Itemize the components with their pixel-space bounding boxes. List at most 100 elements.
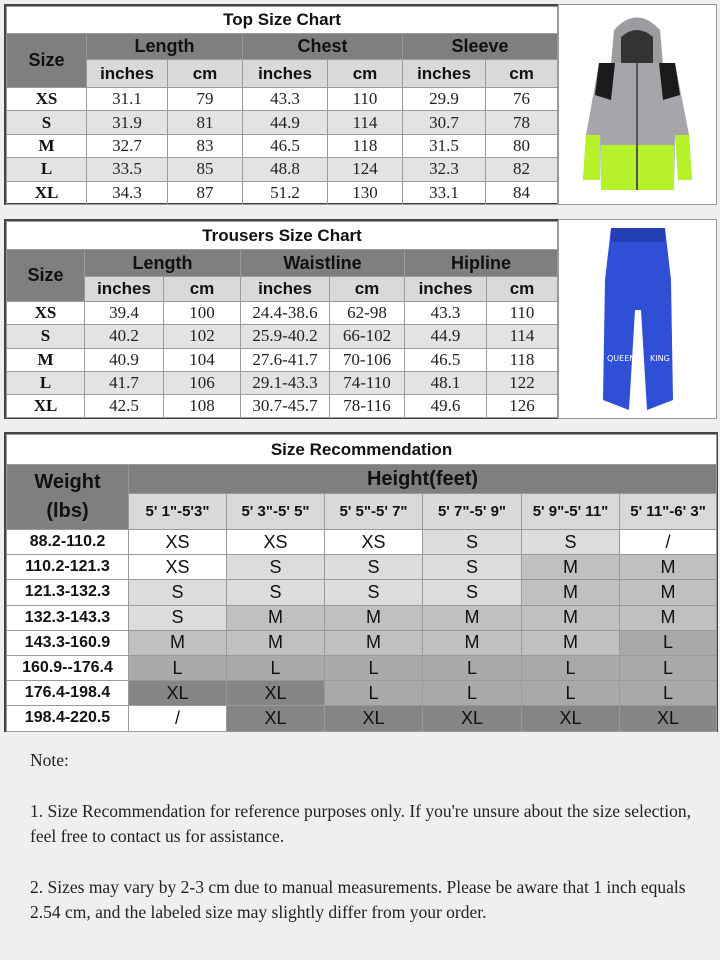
svg-text:KING: KING bbox=[650, 354, 670, 363]
recommended-size-cell: S bbox=[324, 554, 423, 581]
recommended-size-cell: M bbox=[618, 554, 718, 581]
value-cell: 80 bbox=[484, 133, 559, 159]
table-row: 160.9--176.4 L L L L L L bbox=[6, 654, 718, 682]
unit-header-cm: cm bbox=[167, 59, 243, 88]
table-row: XS 39.4 100 24.4-38.6 62-98 43.3 110 bbox=[6, 300, 558, 326]
notes-section: Note: 1. Size Recommendation for referen… bbox=[30, 748, 710, 951]
recommended-size-cell: / bbox=[128, 705, 227, 732]
value-cell: 39.4 bbox=[84, 300, 164, 326]
table-row: Trousers Size Chart bbox=[6, 221, 558, 250]
unit-header-inches: inches bbox=[402, 59, 486, 88]
unit-header-inches: inches bbox=[84, 276, 164, 302]
height-range-header: 5' 5"-5' 7" bbox=[324, 493, 423, 530]
table-row: 132.3-143.3 S M M M M M bbox=[6, 604, 718, 631]
value-cell: 76 bbox=[484, 86, 559, 112]
height-header: Height(feet) bbox=[127, 464, 718, 494]
size-header: Size bbox=[6, 249, 85, 302]
table-row: Size Length Chest Sleeve bbox=[6, 33, 559, 88]
recommended-size-cell: L bbox=[226, 654, 325, 682]
value-cell: 29.9 bbox=[402, 86, 486, 112]
size-cell: XL bbox=[6, 180, 87, 205]
recommended-size-cell: M bbox=[226, 604, 325, 631]
value-cell: 70-106 bbox=[329, 347, 405, 372]
group-header-length: Length bbox=[86, 33, 243, 60]
table-row: L 41.7 106 29.1-43.3 74-110 48.1 122 bbox=[6, 370, 558, 396]
note-item-2: 2. Sizes may vary by 2-3 cm due to manua… bbox=[30, 877, 686, 922]
value-cell: 126 bbox=[486, 394, 558, 419]
recommended-size-cell: M bbox=[521, 579, 620, 606]
unit-header-cm: cm bbox=[327, 59, 403, 88]
value-cell: 46.5 bbox=[242, 133, 328, 159]
table-row: Weight (lbs) Height(feet) bbox=[6, 464, 718, 530]
size-cell: XS bbox=[6, 300, 85, 326]
recommended-size-cell: M bbox=[618, 579, 718, 606]
value-cell: 124 bbox=[327, 157, 403, 182]
unit-header-inches: inches bbox=[86, 59, 168, 88]
value-cell: 42.5 bbox=[84, 394, 164, 419]
table-row: 143.3-160.9 M M M M M L bbox=[6, 629, 718, 656]
group-header-chest: Chest bbox=[242, 33, 403, 60]
value-cell: 31.1 bbox=[86, 86, 168, 112]
value-cell: 74-110 bbox=[329, 370, 405, 396]
jacket-image bbox=[558, 4, 717, 205]
value-cell: 44.9 bbox=[242, 110, 328, 135]
unit-header-cm: cm bbox=[329, 276, 405, 302]
weight-range-cell: 160.9--176.4 bbox=[6, 654, 129, 682]
recommended-size-cell: L bbox=[128, 654, 227, 682]
value-cell: 106 bbox=[163, 370, 241, 396]
trousers-size-table: Trousers Size Chart Size Length Waistline Hi… bbox=[6, 221, 558, 419]
height-range-header: 5' 1"-5'3" bbox=[128, 493, 227, 530]
recommended-size-cell: / bbox=[618, 528, 718, 556]
weight-range-cell: 143.3-160.9 bbox=[6, 629, 129, 656]
size-recommendation-table: Size Recommendation Weight (lbs) Height(fee… bbox=[5, 434, 718, 732]
value-cell: 110 bbox=[486, 300, 558, 326]
unit-header-cm: cm bbox=[484, 59, 559, 88]
recommended-size-cell: XS bbox=[128, 528, 227, 556]
value-cell: 25.9-40.2 bbox=[240, 324, 330, 349]
table-row: 198.4-220.5/XL XL XL XL XL bbox=[6, 705, 718, 732]
group-header-hipline: Hipline bbox=[404, 249, 558, 277]
recommended-size-cell: XL bbox=[618, 705, 718, 732]
value-cell: 31.9 bbox=[86, 110, 168, 135]
table-row: Top Size Chart bbox=[5, 6, 559, 34]
value-cell: 102 bbox=[163, 324, 241, 349]
recommended-size-cell: S bbox=[128, 579, 227, 606]
recommended-size-cell: L bbox=[521, 680, 620, 707]
recommended-size-cell: XS bbox=[226, 528, 325, 556]
table-row: 88.2-110.2 XS XS XS S S / bbox=[6, 528, 718, 556]
unit-header-inches: inches bbox=[240, 276, 330, 302]
group-header-sleeve: Sleeve bbox=[401, 33, 559, 60]
recommended-size-cell: L bbox=[324, 654, 423, 682]
recommended-size-cell: XL bbox=[521, 705, 620, 732]
value-cell: 48.8 bbox=[242, 157, 328, 182]
notes-heading: Note: bbox=[30, 750, 69, 770]
recommended-size-cell: XS bbox=[324, 528, 423, 556]
value-cell: 30.7 bbox=[402, 110, 486, 135]
trousers-image: QUEEN KING bbox=[558, 219, 717, 419]
value-cell: 81 bbox=[167, 110, 243, 135]
size-cell: M bbox=[6, 347, 85, 372]
recommended-size-cell: L bbox=[422, 680, 522, 707]
weight-range-cell: 121.3-132.3 bbox=[6, 579, 129, 606]
trousers-icon: QUEEN KING bbox=[603, 228, 673, 410]
recommended-size-cell: S bbox=[422, 579, 522, 606]
value-cell: 83 bbox=[167, 133, 243, 159]
table-row: S 31.9 81 44.9 114 30.7 78 bbox=[6, 110, 559, 135]
value-cell: 51.2 bbox=[242, 180, 328, 205]
value-cell: 108 bbox=[163, 394, 241, 419]
recommended-size-cell: S bbox=[521, 528, 620, 556]
recommended-size-cell: XL bbox=[128, 680, 227, 707]
value-cell: 32.3 bbox=[402, 157, 486, 182]
value-cell: 62-98 bbox=[329, 300, 405, 326]
recommended-size-cell: L bbox=[521, 654, 620, 682]
value-cell: 100 bbox=[163, 300, 241, 326]
table-row: 176.4-198.4 XL XL L L L L bbox=[6, 680, 718, 707]
recommended-size-cell: L bbox=[618, 629, 718, 656]
recommended-size-cell: M bbox=[422, 604, 522, 631]
value-cell: 130 bbox=[327, 180, 403, 205]
value-cell: 34.3 bbox=[86, 180, 168, 205]
recommended-size-cell: L bbox=[618, 680, 718, 707]
recommended-size-cell: M bbox=[128, 629, 227, 656]
value-cell: 87 bbox=[167, 180, 243, 205]
value-cell: 79 bbox=[167, 86, 243, 112]
